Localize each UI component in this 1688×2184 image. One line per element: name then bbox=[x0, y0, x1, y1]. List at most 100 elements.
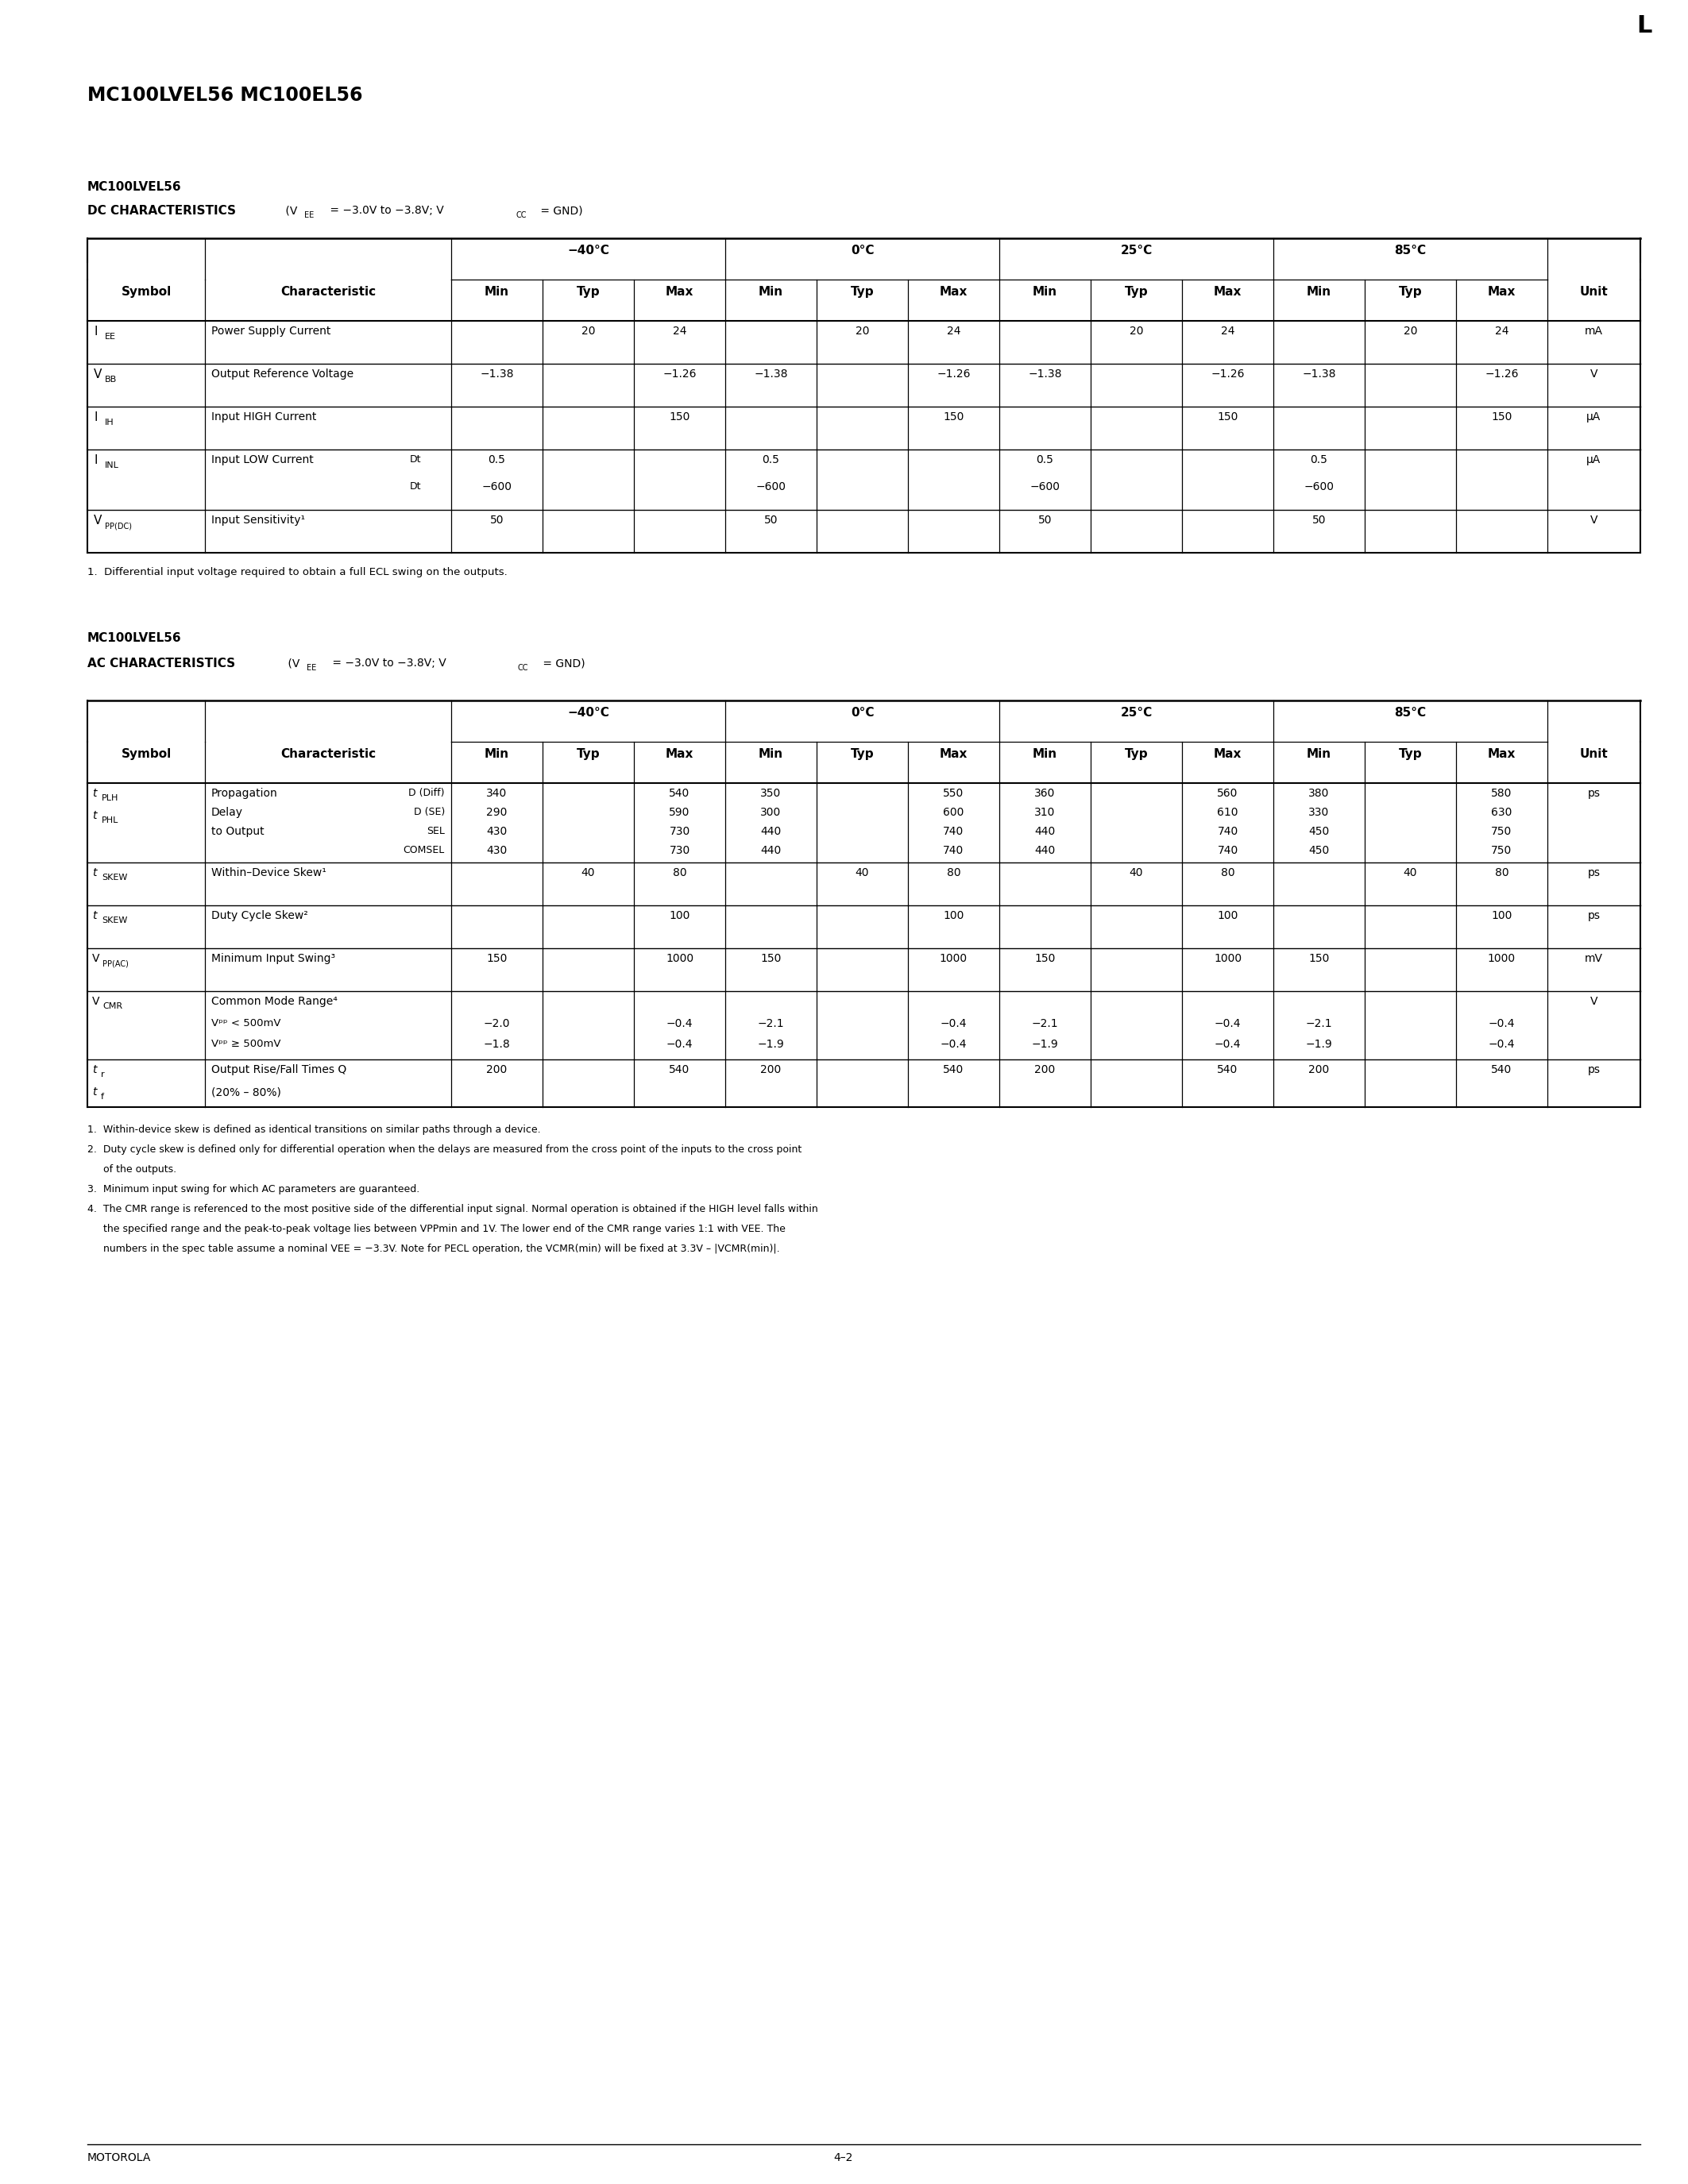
Text: 730: 730 bbox=[668, 826, 690, 836]
Text: MC100LVEL56: MC100LVEL56 bbox=[88, 181, 182, 192]
Text: 25°C: 25°C bbox=[1121, 245, 1153, 256]
Text: 1000: 1000 bbox=[1214, 952, 1242, 963]
Text: 540: 540 bbox=[668, 1064, 690, 1075]
Text: Typ: Typ bbox=[851, 749, 874, 760]
Text: 85°C: 85°C bbox=[1394, 245, 1426, 256]
Text: 150: 150 bbox=[668, 411, 690, 422]
Text: MOTOROLA: MOTOROLA bbox=[88, 2151, 152, 2164]
Text: EE: EE bbox=[105, 332, 116, 341]
Text: Typ: Typ bbox=[1124, 286, 1148, 297]
Text: 80: 80 bbox=[672, 867, 687, 878]
Text: ps: ps bbox=[1587, 788, 1600, 799]
Text: 50: 50 bbox=[765, 515, 778, 526]
Text: Unit: Unit bbox=[1580, 286, 1609, 297]
Text: 50: 50 bbox=[1038, 515, 1052, 526]
Text: −0.4: −0.4 bbox=[667, 1040, 692, 1051]
Text: Symbol: Symbol bbox=[122, 749, 170, 760]
Text: 50: 50 bbox=[490, 515, 503, 526]
Text: Min: Min bbox=[484, 286, 510, 297]
Text: 85°C: 85°C bbox=[1394, 708, 1426, 719]
Text: D (Diff): D (Diff) bbox=[408, 788, 446, 797]
Text: Typ: Typ bbox=[1399, 286, 1421, 297]
Text: INL: INL bbox=[105, 461, 120, 470]
Text: Min: Min bbox=[1307, 749, 1332, 760]
Text: Min: Min bbox=[1033, 286, 1057, 297]
Text: −0.4: −0.4 bbox=[1214, 1018, 1241, 1029]
Text: Min: Min bbox=[1307, 286, 1332, 297]
Text: Max: Max bbox=[1214, 286, 1242, 297]
Text: 150: 150 bbox=[1308, 952, 1330, 963]
Text: (V: (V bbox=[284, 657, 300, 668]
Text: 310: 310 bbox=[1035, 806, 1055, 819]
Text: 540: 540 bbox=[1217, 1064, 1237, 1075]
Text: Output Reference Voltage: Output Reference Voltage bbox=[211, 369, 353, 380]
Text: 740: 740 bbox=[944, 845, 964, 856]
Text: 200: 200 bbox=[761, 1064, 782, 1075]
Text: Input HIGH Current: Input HIGH Current bbox=[211, 411, 316, 422]
Text: (V: (V bbox=[282, 205, 297, 216]
Text: L: L bbox=[1637, 15, 1653, 37]
Text: I: I bbox=[95, 411, 98, 424]
Text: t: t bbox=[93, 788, 96, 799]
Text: −0.4: −0.4 bbox=[940, 1018, 967, 1029]
Text: −1.9: −1.9 bbox=[758, 1040, 785, 1051]
Text: 300: 300 bbox=[761, 806, 782, 819]
Text: 40: 40 bbox=[1129, 867, 1143, 878]
Text: −600: −600 bbox=[481, 480, 511, 491]
Text: 0°C: 0°C bbox=[851, 245, 874, 256]
Text: 80: 80 bbox=[947, 867, 960, 878]
Text: 540: 540 bbox=[668, 788, 690, 799]
Text: mV: mV bbox=[1585, 952, 1604, 963]
Text: Max: Max bbox=[1487, 286, 1516, 297]
Text: 740: 740 bbox=[1217, 845, 1237, 856]
Text: 200: 200 bbox=[486, 1064, 508, 1075]
Text: = GND): = GND) bbox=[540, 657, 586, 668]
Text: PHL: PHL bbox=[101, 817, 118, 823]
Text: 440: 440 bbox=[761, 826, 782, 836]
Text: 100: 100 bbox=[668, 911, 690, 922]
Text: 610: 610 bbox=[1217, 806, 1239, 819]
Text: ps: ps bbox=[1587, 867, 1600, 878]
Text: μA: μA bbox=[1587, 411, 1602, 422]
Text: −0.4: −0.4 bbox=[1214, 1040, 1241, 1051]
Text: V: V bbox=[95, 369, 101, 380]
Text: 0.5: 0.5 bbox=[1310, 454, 1328, 465]
Text: −1.26: −1.26 bbox=[663, 369, 697, 380]
Text: ps: ps bbox=[1587, 911, 1600, 922]
Text: 150: 150 bbox=[486, 952, 508, 963]
Text: 740: 740 bbox=[944, 826, 964, 836]
Text: Vᵖᵖ < 500mV: Vᵖᵖ < 500mV bbox=[211, 1018, 280, 1029]
Text: Characteristic: Characteristic bbox=[280, 286, 376, 297]
Text: (20% – 80%): (20% – 80%) bbox=[211, 1085, 282, 1099]
Text: 200: 200 bbox=[1308, 1064, 1330, 1075]
Text: 100: 100 bbox=[1217, 911, 1239, 922]
Text: −1.9: −1.9 bbox=[1305, 1040, 1332, 1051]
Text: 0°C: 0°C bbox=[851, 708, 874, 719]
Text: 750: 750 bbox=[1491, 845, 1512, 856]
Text: 20: 20 bbox=[581, 325, 596, 336]
Text: 40: 40 bbox=[856, 867, 869, 878]
Text: Typ: Typ bbox=[1124, 749, 1148, 760]
Text: Symbol: Symbol bbox=[122, 286, 170, 297]
Text: 1.  Differential input voltage required to obtain a full ECL swing on the output: 1. Differential input voltage required t… bbox=[88, 568, 508, 577]
Text: V: V bbox=[93, 996, 100, 1007]
Text: 150: 150 bbox=[944, 411, 964, 422]
Text: 730: 730 bbox=[668, 845, 690, 856]
Text: EE: EE bbox=[304, 212, 314, 218]
Text: 290: 290 bbox=[486, 806, 508, 819]
Text: 150: 150 bbox=[1217, 411, 1239, 422]
Text: COMSEL: COMSEL bbox=[403, 845, 446, 856]
Text: D (SE): D (SE) bbox=[414, 806, 446, 817]
Text: −0.4: −0.4 bbox=[1489, 1040, 1516, 1051]
Text: Typ: Typ bbox=[851, 286, 874, 297]
Text: of the outputs.: of the outputs. bbox=[88, 1164, 177, 1175]
Text: −1.8: −1.8 bbox=[483, 1040, 510, 1051]
Text: −2.1: −2.1 bbox=[1307, 1018, 1332, 1029]
Text: Power Supply Current: Power Supply Current bbox=[211, 325, 331, 336]
Text: −1.38: −1.38 bbox=[479, 369, 513, 380]
Text: 150: 150 bbox=[1491, 411, 1512, 422]
Text: Characteristic: Characteristic bbox=[280, 749, 376, 760]
Text: 550: 550 bbox=[944, 788, 964, 799]
Text: 330: 330 bbox=[1308, 806, 1330, 819]
Text: SKEW: SKEW bbox=[101, 874, 127, 882]
